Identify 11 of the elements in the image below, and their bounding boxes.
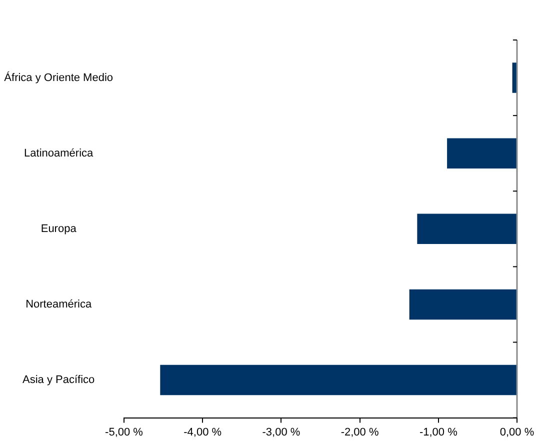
x-tick-label: -2,00 % [340,426,379,438]
x-tick-label: -1,00 % [419,426,458,438]
y-tick-label: Latinoamérica [24,147,94,160]
y-tick-label: Asia y Pacífico [22,374,95,386]
y-tick-label: Norteamérica [26,298,92,310]
y-tick-label: África y Oriente Medio [4,70,114,84]
x-tick-label: -4,00 % [184,426,222,438]
x-tick-label: -5,00 % [105,426,144,438]
y-tick-label: Europa [40,222,78,235]
x-tick-label: 0,00 % [500,426,534,438]
x-tick-label: -3,00 % [262,426,300,438]
